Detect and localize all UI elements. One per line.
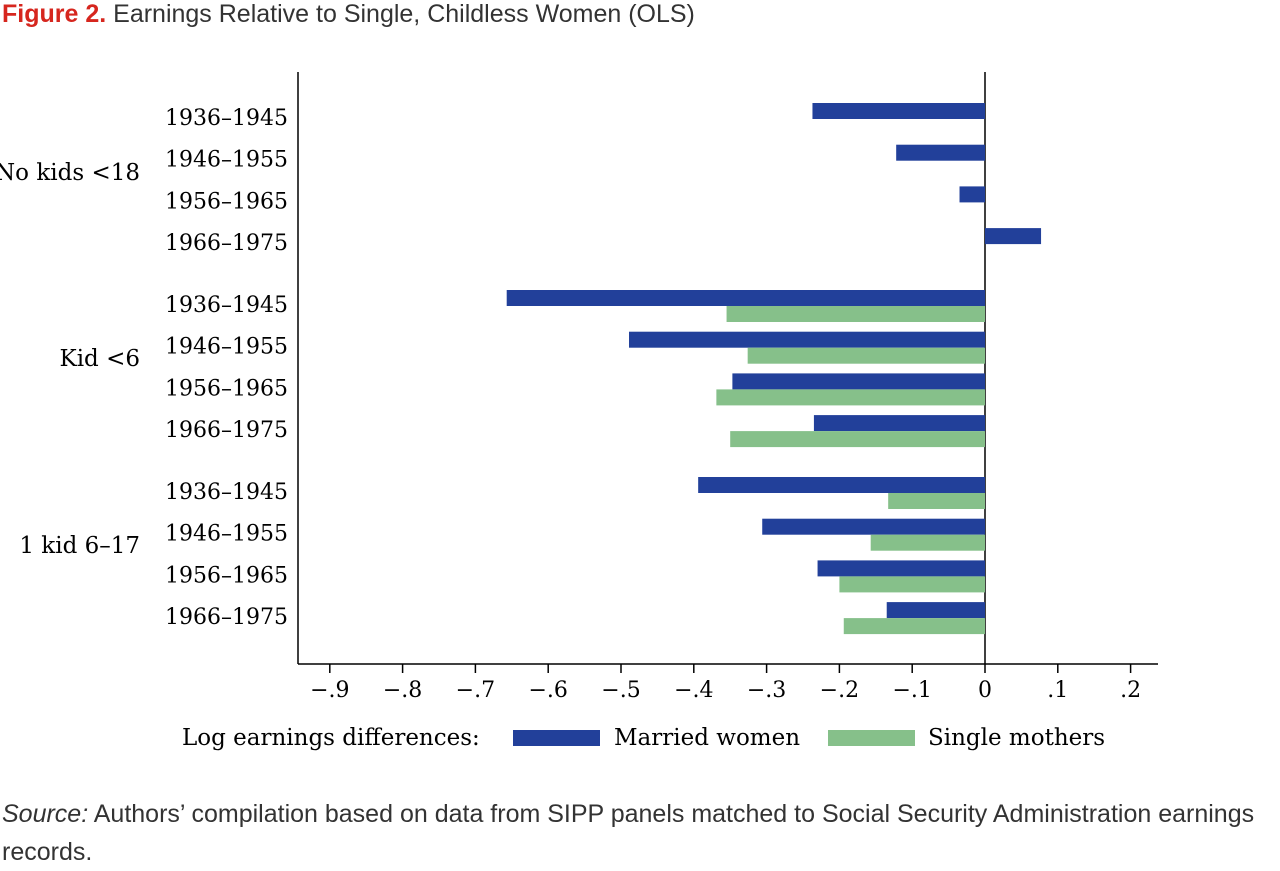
bar-single-mothers (716, 389, 985, 406)
x-tick-label: −.8 (383, 678, 422, 703)
bar-single-mothers (839, 576, 985, 593)
bar-single-mothers (888, 493, 985, 509)
bar-single-mothers (747, 347, 985, 364)
legend-label-married-women: Married women (614, 725, 800, 751)
source-text: Authors’ compilation based on data from … (2, 800, 1255, 866)
x-tick-label: −.5 (601, 678, 640, 703)
legend-label-single-mothers: Single mothers (928, 725, 1105, 751)
bar-married-women (629, 331, 985, 348)
legend-title: Log earnings differences: (182, 725, 480, 751)
bar-married-women (959, 186, 985, 203)
x-tick-label: 0 (978, 678, 992, 703)
bar-single-mothers (843, 618, 985, 635)
bar-married-women (886, 602, 985, 619)
cohort-label: 1946–1955 (165, 522, 288, 547)
bar-chart: No kids <18 1936–1945 1946–1955 1956–1965 19… (0, 72, 1158, 751)
x-tick-label: −.9 (310, 678, 349, 703)
bar-single-mothers (730, 431, 985, 448)
group-label: 1 kid 6–17 (19, 533, 140, 559)
x-tick-label: −.1 (892, 678, 931, 703)
bar-married-women (896, 144, 985, 161)
figure-label: Figure 2. (2, 0, 107, 28)
x-tick-label: −.4 (674, 678, 713, 703)
cohort-label: 1946–1955 (165, 148, 288, 173)
bar-married-women (732, 373, 985, 390)
cohort-label: 1936–1945 (165, 480, 288, 505)
x-tick-label: −.2 (820, 678, 859, 703)
x-tick-label: −.3 (747, 678, 786, 703)
source-note: Source: Authors’ compilation based on da… (2, 795, 1278, 871)
source-label: Source: (2, 800, 89, 828)
bar-married-women (698, 477, 985, 493)
x-tick-label: .2 (1120, 678, 1141, 703)
legend-swatch-single-mothers (828, 730, 915, 746)
cohort-label: 1966–1975 (165, 605, 288, 630)
bar-married-women (762, 518, 985, 535)
bar-married-women (506, 290, 985, 306)
figure-title-text: Earnings Relative to Single, Childless W… (113, 0, 695, 28)
cohort-label: 1956–1965 (165, 189, 288, 214)
bar-single-mothers (726, 306, 985, 322)
x-tick-label: −.6 (528, 678, 567, 703)
x-tick-label: −.7 (456, 678, 495, 703)
cohort-label: 1936–1945 (165, 106, 288, 131)
cohort-label: 1936–1945 (165, 293, 288, 318)
cohort-label: 1956–1965 (165, 563, 288, 588)
group-label: No kids <18 (0, 160, 140, 186)
bar-married-women (985, 228, 1042, 245)
figure-title: Figure 2. Earnings Relative to Single, C… (2, 0, 695, 29)
x-tick-label: .1 (1047, 678, 1068, 703)
bar-married-women (817, 560, 985, 577)
cohort-label: 1946–1955 (165, 335, 288, 360)
bar-married-women (813, 415, 985, 432)
legend-swatch-married-women (513, 730, 600, 746)
cohort-label: 1966–1975 (165, 418, 288, 443)
cohort-label: 1966–1975 (165, 231, 288, 256)
cohort-label: 1956–1965 (165, 376, 288, 401)
bar-married-women (812, 103, 985, 119)
group-label: Kid <6 (60, 346, 140, 372)
bar-single-mothers (870, 534, 985, 551)
